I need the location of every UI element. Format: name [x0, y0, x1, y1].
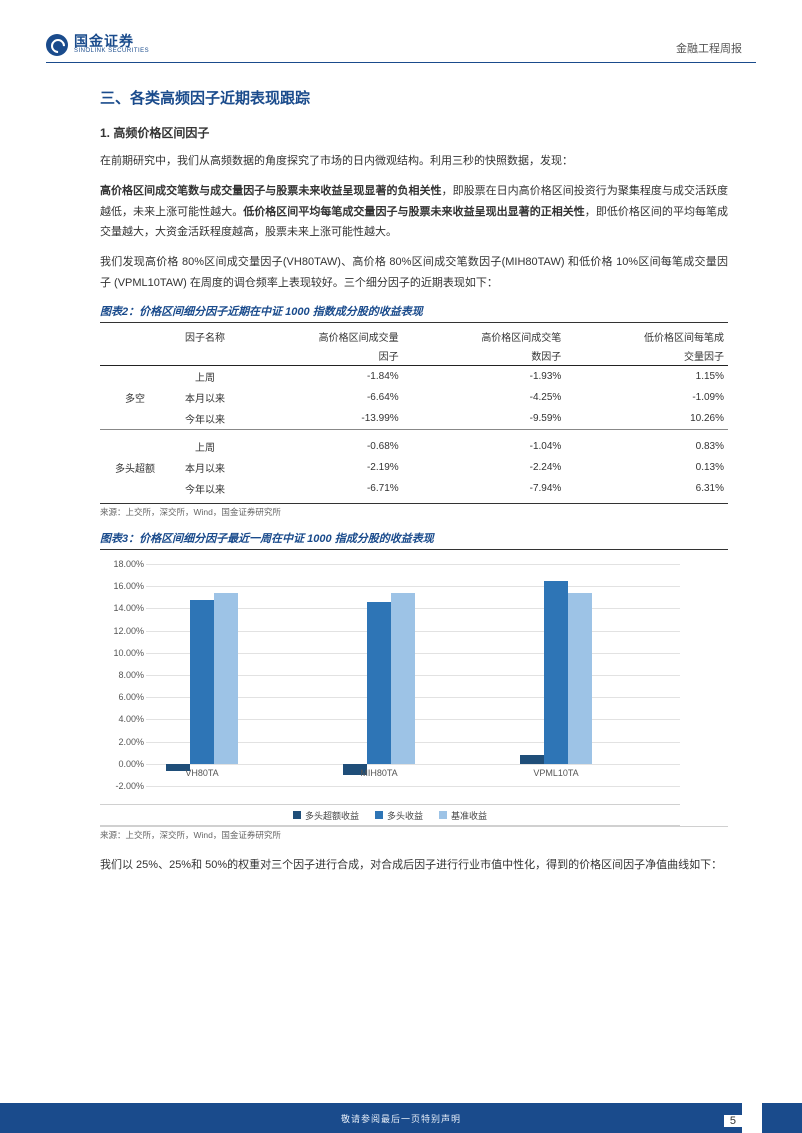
table-cell: 10.26%: [565, 408, 728, 430]
table-header: 交量因子: [565, 346, 728, 366]
table-header: 高价格区间成交量: [240, 327, 403, 346]
main-content: 三、各类高频因子近期表现跟踪 1. 高频价格区间因子 在前期研究中，我们从高频数…: [0, 63, 802, 875]
grid-line: [146, 764, 680, 765]
subsection-heading: 1. 高频价格区间因子: [100, 124, 728, 141]
report-type: 金融工程周报: [676, 40, 742, 56]
table-cell: -0.68%: [240, 436, 403, 457]
legend-swatch: [293, 811, 301, 819]
table-source: 来源：上交所，深交所，Wind，国金证券研究所: [100, 503, 728, 518]
bold-text: 高价格区间成交笔数与成交量因子与股票未来收益呈现显著的负相关性: [100, 185, 442, 197]
figure-title: 图表3：价格区间细分因子最近一周在中证 1000 指成分股的收益表现: [100, 530, 728, 550]
y-tick-label: 2.00%: [118, 737, 144, 747]
page-header: 国金证券 SINOLINK SECURITIES 金融工程周报: [0, 0, 802, 56]
table-header: 数因子: [403, 346, 566, 366]
table-cell: -2.19%: [240, 457, 403, 478]
chart-bar: [544, 581, 568, 764]
table-cell: -4.25%: [403, 387, 566, 408]
section-heading: 三、各类高频因子近期表现跟踪: [100, 87, 728, 108]
table-cell: -9.59%: [403, 408, 566, 430]
legend-label: 多头收益: [387, 809, 423, 822]
paragraph: 在前期研究中，我们从高频数据的角度探究了市场的日内微观结构。利用三秒的快照数据，…: [100, 151, 728, 171]
chart-plot-area: VH80TA MIH80TA VPML10TA: [146, 564, 680, 786]
x-tick-label: VH80TA: [185, 768, 218, 778]
chart-y-axis: 18.00%16.00%14.00%12.00%10.00%8.00%6.00%…: [100, 564, 146, 786]
y-tick-label: 0.00%: [118, 759, 144, 769]
y-tick-label: 6.00%: [118, 692, 144, 702]
paragraph: 我们发现高价格 80%区间成交量因子(VH80TAW)、高价格 80%区间成交笔…: [100, 252, 728, 293]
table-cell: 0.13%: [565, 457, 728, 478]
table-cell: 本月以来: [170, 457, 240, 478]
figure-title: 图表2：价格区间细分因子近期在中证 1000 指数成分股的收益表现: [100, 303, 728, 323]
chart-legend: 多头超额收益 多头收益 基准收益: [100, 804, 680, 826]
table-cell: -6.71%: [240, 478, 403, 499]
table-cell: -1.04%: [403, 436, 566, 457]
chart-bar: [214, 593, 238, 764]
paragraph: 高价格区间成交笔数与成交量因子与股票未来收益呈现显著的负相关性，即股票在日内高价…: [100, 181, 728, 242]
legend-swatch: [439, 811, 447, 819]
x-tick-label: VPML10TA: [533, 768, 578, 778]
legend-item: 多头超额收益: [293, 809, 359, 822]
y-tick-label: 4.00%: [118, 714, 144, 724]
grid-line: [146, 786, 680, 787]
chart-bar: [568, 593, 592, 764]
chart-source: 来源：上交所，深交所，Wind，国金证券研究所: [100, 826, 728, 841]
y-tick-label: 16.00%: [113, 581, 144, 591]
table-cell: -1.84%: [240, 366, 403, 388]
table-cell: 上周: [170, 436, 240, 457]
legend-swatch: [375, 811, 383, 819]
table-cell: -1.93%: [403, 366, 566, 388]
legend-item: 多头收益: [375, 809, 423, 822]
x-tick-label: MIH80TA: [360, 768, 397, 778]
legend-label: 多头超额收益: [305, 809, 359, 822]
table-cell: 今年以来: [170, 408, 240, 430]
y-tick-label: 12.00%: [113, 626, 144, 636]
page-number: 5: [724, 1115, 742, 1127]
grid-line: [146, 586, 680, 587]
brand-name-en: SINOLINK SECURITIES: [74, 48, 149, 55]
table-cell: -2.24%: [403, 457, 566, 478]
legend-item: 基准收益: [439, 809, 487, 822]
paragraph: 我们以 25%、25%和 50%的权重对三个因子进行合成，对合成后因子进行行业市…: [100, 855, 728, 875]
row-group-label: 多空: [100, 387, 170, 408]
footer-decoration: [742, 1103, 762, 1133]
table-cell: 0.83%: [565, 436, 728, 457]
performance-table: 因子名称 高价格区间成交量 高价格区间成交笔 低价格区间每笔成 因子 数因子 交…: [100, 327, 728, 499]
y-tick-label: 14.00%: [113, 603, 144, 613]
table-cell: 今年以来: [170, 478, 240, 499]
y-tick-label: 18.00%: [113, 559, 144, 569]
chart-bar: [367, 602, 391, 764]
grid-line: [146, 564, 680, 565]
y-tick-label: 8.00%: [118, 670, 144, 680]
y-tick-label: -2.00%: [115, 781, 144, 791]
chart-bar: [391, 593, 415, 764]
table-header: 因子名称: [170, 327, 240, 346]
logo-icon: [46, 34, 68, 56]
table-cell: -1.09%: [565, 387, 728, 408]
table-cell: -6.64%: [240, 387, 403, 408]
legend-label: 基准收益: [451, 809, 487, 822]
row-group-label: 多头超额: [100, 457, 170, 478]
chart-bar: [190, 600, 214, 764]
footer-disclaimer: 敬请参阅最后一页特别声明: [341, 1112, 461, 1125]
bar-chart: 18.00% 16.00% 14.00% 12.00% 10.00% 8.00% 6.00%…: [100, 556, 680, 826]
table-cell: 6.31%: [565, 478, 728, 499]
table-cell: -7.94%: [403, 478, 566, 499]
table-cell: 1.15%: [565, 366, 728, 388]
table-header: 因子: [240, 346, 403, 366]
table-cell: 上周: [170, 366, 240, 388]
page-footer: 敬请参阅最后一页特别声明: [0, 1103, 802, 1133]
table-cell: -13.99%: [240, 408, 403, 430]
table-cell: 本月以来: [170, 387, 240, 408]
bold-text: 低价格区间平均每笔成交量因子与股票未来收益呈现出显著的正相关性: [243, 206, 585, 218]
table-header: 高价格区间成交笔: [403, 327, 566, 346]
table-header: 低价格区间每笔成: [565, 327, 728, 346]
brand-name-cn: 国金证券: [74, 34, 149, 48]
chart-bar: [520, 755, 544, 764]
y-tick-label: 10.00%: [113, 648, 144, 658]
brand-logo: 国金证券 SINOLINK SECURITIES: [46, 34, 149, 56]
